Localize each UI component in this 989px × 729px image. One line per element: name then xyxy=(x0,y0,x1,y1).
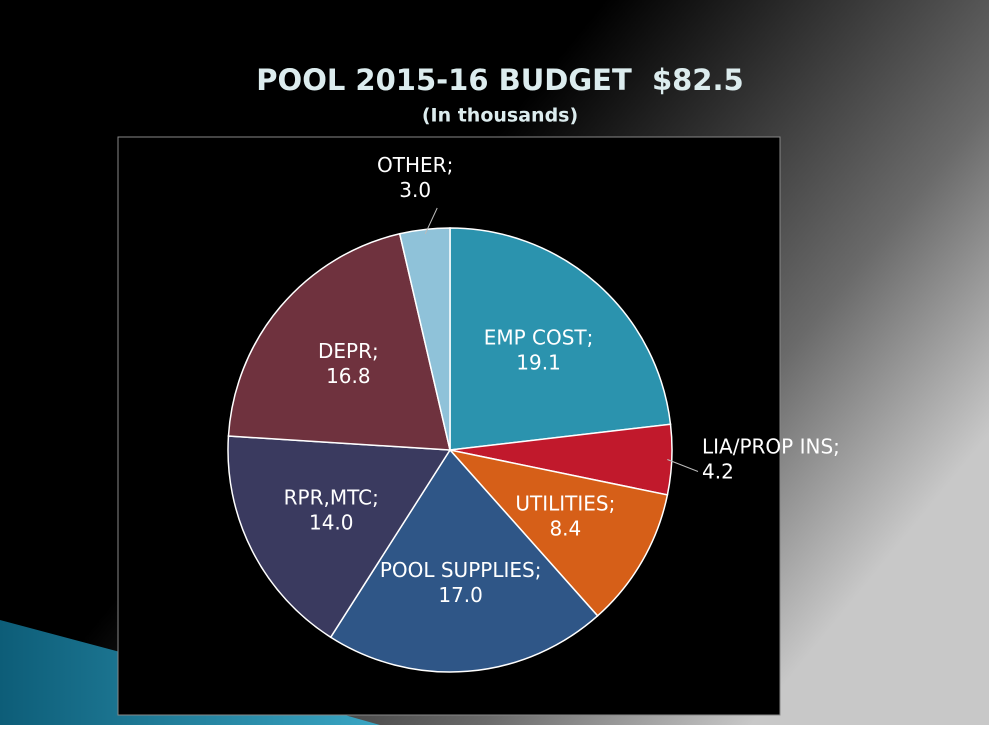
label-separator: ; xyxy=(372,485,379,509)
label-separator: ; xyxy=(535,557,542,581)
pie-slice xyxy=(227,232,451,451)
leader-line xyxy=(424,207,438,235)
pie-slice xyxy=(449,227,672,451)
category-label: OTHER xyxy=(377,153,447,177)
label-separator: ; xyxy=(609,491,616,515)
label-separator: ; xyxy=(447,153,454,177)
value-label: 3.0 xyxy=(399,178,431,202)
value-label: 8.4 xyxy=(549,516,581,540)
leader-line xyxy=(667,459,699,472)
category-label: EMP COST xyxy=(484,325,588,349)
data-label: RPR,MTC; 14.0 xyxy=(284,485,379,534)
data-label: EMP COST; 19.1 xyxy=(484,325,594,374)
pie-slice xyxy=(227,435,452,639)
value-label: 4.2 xyxy=(702,459,734,483)
label-separator: ; xyxy=(372,338,379,362)
value-label: 17.0 xyxy=(438,582,483,606)
data-label: POOL SUPPLIES; 17.0 xyxy=(380,557,542,606)
category-label: DEPR xyxy=(318,338,372,362)
category-label: POOL SUPPLIES xyxy=(380,557,535,581)
data-label: UTILITIES; 8.4 xyxy=(515,491,615,540)
category-label: RPR,MTC xyxy=(284,485,372,509)
data-label: LIA/PROP INS; 4.2 xyxy=(702,434,840,483)
value-label: 19.1 xyxy=(516,350,561,374)
pie-slice xyxy=(447,448,669,617)
label-separator: ; xyxy=(587,325,594,349)
title: POOL 2015-16 BUDGET $82.5 xyxy=(256,63,743,97)
subtitle: (In thousands) xyxy=(422,105,578,127)
data-label: DEPR; 16.8 xyxy=(318,338,379,387)
label-separator: ; xyxy=(833,434,840,458)
pie: EMP COST; 19.1 LIA/PROP INS; 4.2 UTILITIES; 8… xyxy=(227,153,840,673)
pie-slice xyxy=(398,227,451,451)
category-label: UTILITIES xyxy=(515,491,608,515)
value-label: 14.0 xyxy=(309,510,354,534)
data-label: OTHER; 3.0 xyxy=(377,153,453,202)
pie-slice xyxy=(329,448,599,673)
category-label: LIA/PROP INS xyxy=(702,434,833,458)
value-label: 16.8 xyxy=(326,363,371,387)
